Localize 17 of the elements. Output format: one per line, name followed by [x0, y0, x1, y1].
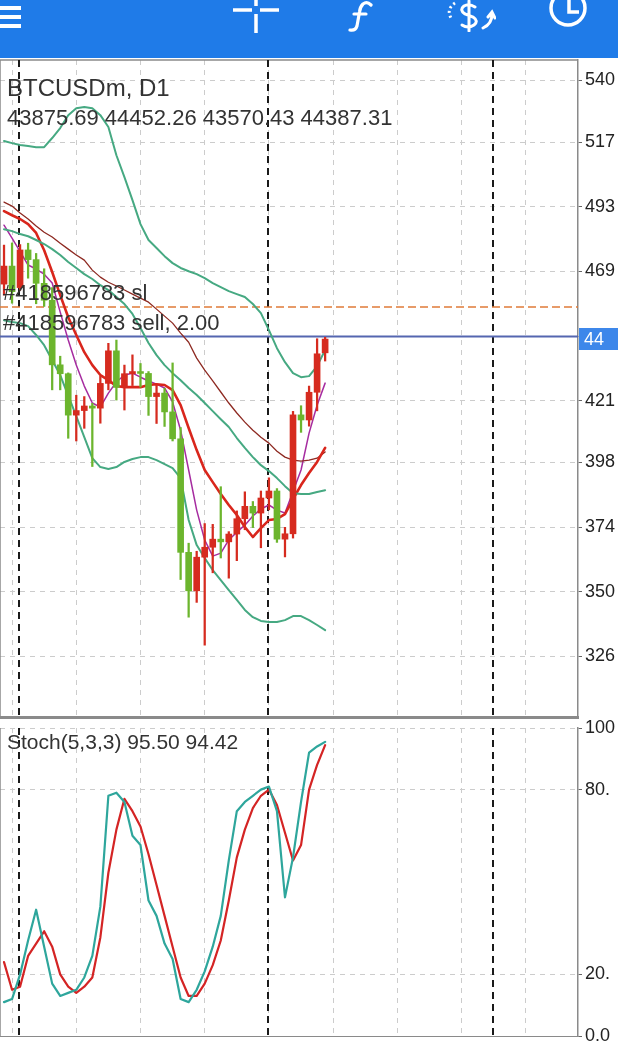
text: BTCUSDm, D1	[7, 74, 170, 101]
y-tick-label: 80.	[585, 778, 611, 799]
y-tick-label: 326	[585, 645, 616, 666]
y-tick-label: 517	[585, 131, 616, 152]
y-tick-label: 100	[585, 716, 616, 737]
y-tick-label: 540	[585, 69, 616, 90]
y-tick-label: 374	[585, 516, 616, 537]
y-tick-label: 350	[585, 580, 616, 601]
y-tick-label: 469	[585, 260, 616, 281]
chart-title: Stoch(5,3,3) 95.50 94.42	[7, 730, 239, 753]
y-tick-label: 398	[585, 451, 616, 472]
candlestick	[153, 384, 160, 424]
y-tick-label: 20.	[585, 963, 611, 984]
y-tick-label: 421	[585, 389, 616, 410]
y-tick-label: 493	[585, 195, 616, 216]
text: 44	[584, 329, 605, 350]
y-tick-label: 0.0	[585, 1024, 611, 1045]
